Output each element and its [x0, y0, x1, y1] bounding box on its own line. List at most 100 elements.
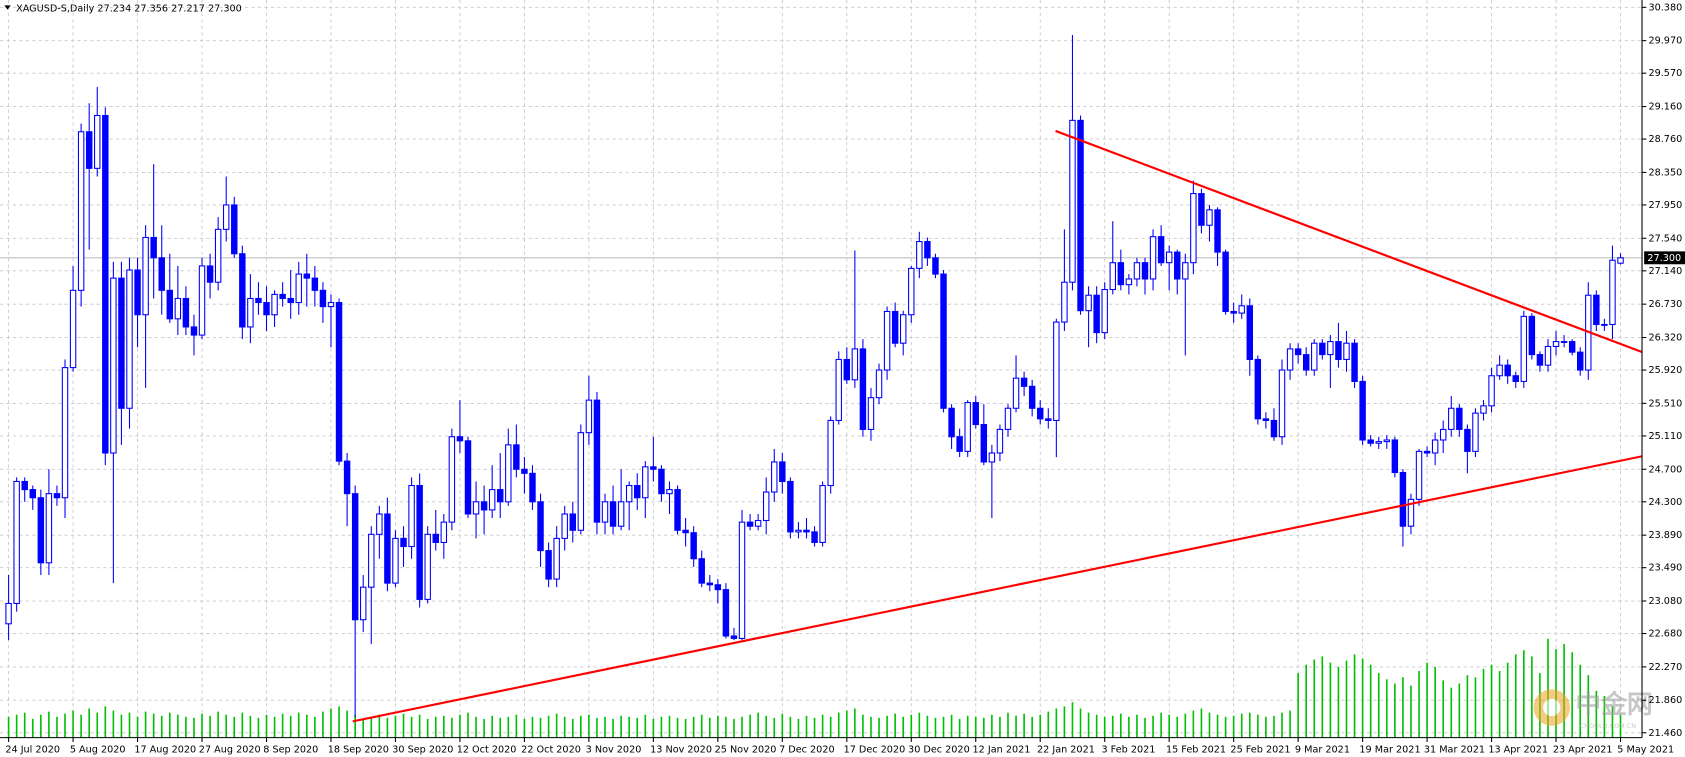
- candle-body: [585, 399, 593, 434]
- candle-body: [118, 277, 125, 409]
- candle-body: [609, 501, 617, 527]
- candle-body: [239, 253, 246, 328]
- volume-bar: [1563, 643, 1565, 738]
- candle-body: [601, 501, 609, 523]
- candle-body: [1053, 321, 1060, 422]
- y-tick-label: 22.270: [1648, 662, 1682, 673]
- volume-bar: [1015, 715, 1017, 738]
- candle-body: [617, 501, 625, 527]
- candle-body: [279, 293, 286, 300]
- volume-bar: [48, 711, 50, 738]
- candle-body: [1617, 257, 1624, 264]
- volume-bar: [958, 718, 961, 738]
- candle-body: [408, 484, 415, 548]
- volume-bar: [1248, 712, 1251, 738]
- x-tick-label: 12 Oct 2020: [457, 744, 517, 755]
- volume-bar: [322, 711, 324, 738]
- volume-bar: [612, 718, 614, 738]
- volume-bar: [1095, 714, 1098, 738]
- candle-body: [746, 521, 754, 527]
- volume-bar: [201, 713, 203, 738]
- volume-bar: [1442, 680, 1445, 738]
- volume-bar: [402, 713, 405, 738]
- candle-body: [1069, 119, 1076, 283]
- volume-bar: [1152, 715, 1154, 738]
- candle-body: [1399, 471, 1407, 527]
- volume-bar: [346, 710, 348, 738]
- candle-body: [432, 533, 439, 543]
- candle-body: [698, 558, 705, 584]
- volume-bar: [386, 717, 389, 738]
- y-tick-label: 25.510: [1648, 398, 1682, 409]
- candle-body: [851, 348, 859, 381]
- candle-body: [1311, 342, 1318, 371]
- volume-bar: [193, 717, 195, 738]
- candle-body: [497, 489, 504, 503]
- x-tick-label: 3 Feb 2021: [1101, 744, 1155, 755]
- candle-body: [956, 436, 963, 452]
- candle-body: [190, 326, 198, 336]
- candle-body: [505, 444, 512, 503]
- x-tick-label: 15 Feb 2021: [1166, 744, 1226, 755]
- volume-bar: [765, 715, 768, 738]
- trendline: [1055, 129, 1643, 354]
- volume-bar: [1402, 677, 1404, 738]
- volume-bar: [1514, 654, 1517, 738]
- candle-body: [1117, 262, 1125, 286]
- y-tick-label: 25.110: [1648, 431, 1682, 442]
- y-tick-label: 27.540: [1648, 233, 1682, 244]
- volume-bar: [781, 713, 784, 738]
- volume-bar: [1071, 702, 1074, 738]
- volume-bar: [1506, 662, 1509, 738]
- candle-body: [1343, 342, 1350, 361]
- trendline: [352, 455, 1643, 723]
- volume-bar: [547, 715, 550, 738]
- candle-body: [1520, 315, 1528, 382]
- x-tick-label: 19 Mar 2021: [1359, 744, 1420, 755]
- volume-bar: [692, 716, 695, 738]
- y-tick-label: 22.680: [1648, 629, 1682, 640]
- x-tick-label: 3 Nov 2020: [586, 744, 642, 755]
- volume-bar: [410, 716, 413, 738]
- candle-body: [424, 533, 431, 600]
- candle-body: [85, 131, 93, 169]
- x-tick-label: 22 Oct 2020: [521, 744, 581, 755]
- x-tick-label: 7 Dec 2020: [779, 744, 835, 755]
- x-tick-label: 17 Dec 2020: [844, 744, 906, 755]
- candle-body: [1593, 294, 1600, 326]
- volume-bar: [886, 715, 888, 738]
- volume-bar: [733, 718, 735, 738]
- volume-bar: [668, 715, 671, 738]
- volume-bar: [177, 714, 179, 738]
- candle-body: [779, 461, 786, 482]
- volume-bar: [314, 716, 316, 738]
- volume-bar: [983, 717, 985, 738]
- candle-body: [1480, 405, 1487, 414]
- volume-bar: [1208, 712, 1211, 738]
- candle-body: [327, 302, 335, 308]
- volume-bar: [434, 716, 437, 738]
- volume-bar: [1474, 677, 1477, 738]
- candle-body: [392, 537, 399, 584]
- candle-body: [803, 529, 810, 533]
- volume-bar: [185, 716, 187, 738]
- candle-body: [1101, 288, 1108, 334]
- candle-body: [1456, 407, 1463, 430]
- volume-bar: [1216, 714, 1219, 738]
- volume-bar: [813, 717, 816, 738]
- candle-body: [932, 257, 939, 275]
- candle-body: [480, 501, 488, 511]
- candle-body: [1012, 377, 1020, 409]
- volume-bar: [1224, 716, 1227, 738]
- volume-bar: [1184, 713, 1187, 738]
- volume-bar: [1490, 664, 1493, 738]
- candle-body: [1367, 439, 1374, 444]
- candle-body: [1093, 294, 1100, 334]
- candle-body: [819, 484, 826, 543]
- volume-bar: [1531, 656, 1533, 738]
- volume-bar: [507, 716, 510, 738]
- x-tick-label: 23 Apr 2021: [1553, 744, 1613, 755]
- volume-bar: [1281, 712, 1283, 738]
- volume-bar: [1595, 690, 1598, 738]
